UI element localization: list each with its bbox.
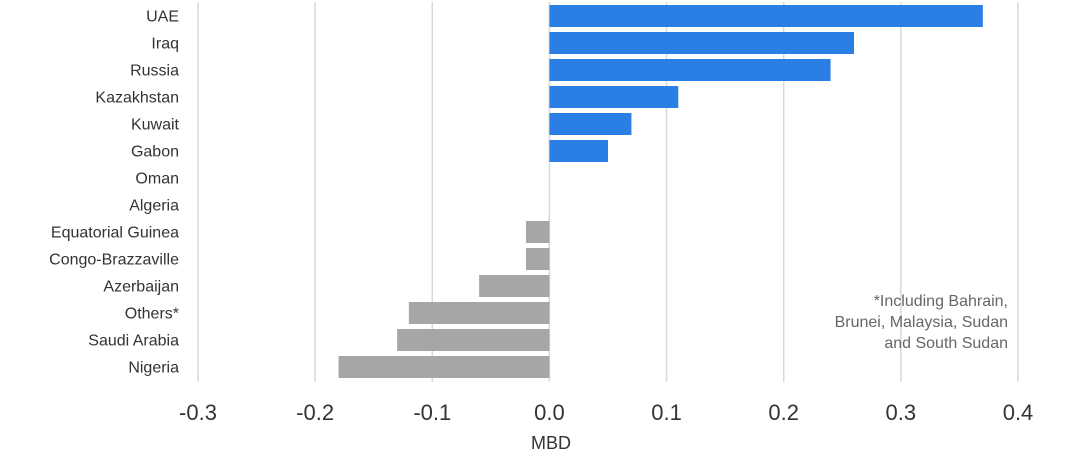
x-tick-label: 0.0 [534, 400, 565, 425]
bar [549, 140, 608, 162]
bar [549, 32, 854, 54]
category-labels: UAE Iraq Russia Kazakhstan Kuwait Gabon Oman Al… [49, 9, 179, 377]
footnote-line: Brunei, Malaysia, Sudan [835, 314, 1008, 331]
bar [479, 275, 550, 297]
footnote-line: and South Sudan [884, 335, 1008, 352]
category-label: Congo-Brazzaville [49, 252, 179, 269]
bar [549, 59, 831, 81]
category-label: Oman [135, 171, 179, 188]
bar [549, 86, 679, 108]
x-tick-label: 0.4 [1003, 400, 1034, 425]
category-label: UAE [146, 9, 179, 26]
category-label: Equatorial Guinea [51, 225, 179, 242]
x-tick-label: -0.1 [413, 400, 451, 425]
x-axis-title: MBD [531, 433, 571, 453]
bar [549, 113, 632, 135]
x-tick-labels: -0.3 -0.2 -0.1 0.0 0.1 0.2 0.3 0.4 [179, 400, 1033, 425]
bar-layer [338, 5, 983, 378]
category-label: Algeria [129, 198, 179, 215]
footnote-line: *Including Bahrain, [874, 293, 1008, 310]
category-label: Azerbaijan [103, 279, 179, 296]
bar [397, 329, 550, 351]
category-label: Saudi Arabia [88, 333, 179, 350]
category-label: Kuwait [131, 117, 180, 134]
bar [526, 248, 550, 270]
category-label: Others* [125, 306, 179, 323]
footnote-annotation: *Including Bahrain, Brunei, Malaysia, Sud… [835, 293, 1008, 352]
x-tick-label: -0.3 [179, 400, 217, 425]
bar [338, 356, 550, 378]
x-tick-label: -0.2 [296, 400, 334, 425]
bar [408, 302, 550, 324]
category-label: Iraq [151, 36, 179, 53]
bar [526, 221, 550, 243]
category-label: Gabon [131, 144, 179, 161]
bar [549, 5, 983, 27]
x-tick-label: 0.2 [768, 400, 799, 425]
x-tick-label: 0.1 [651, 400, 682, 425]
x-tick-label: 0.3 [886, 400, 917, 425]
category-label: Kazakhstan [95, 90, 179, 107]
category-label: Russia [130, 63, 179, 80]
category-label: Nigeria [128, 360, 179, 377]
